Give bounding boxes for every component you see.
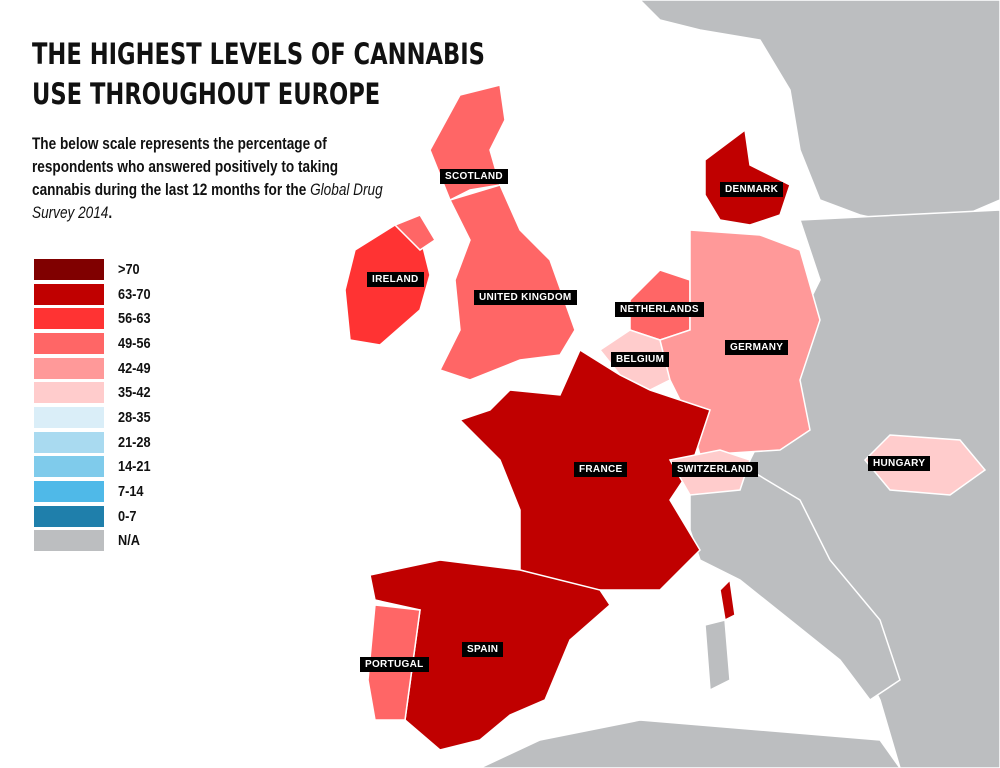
label-spain: SPAIN [462, 642, 504, 657]
legend-swatch [34, 481, 104, 503]
region-north-africa [479, 719, 901, 768]
region-italy-austria [689, 469, 901, 702]
legend-item: 0-7 [34, 504, 156, 529]
legend-label: 63-70 [118, 285, 151, 303]
legend-label: >70 [118, 260, 140, 278]
label-switzerland: SWITZERLAND [672, 462, 759, 477]
legend-swatch [34, 332, 104, 354]
legend-item: 49-56 [34, 331, 156, 356]
legend-swatch [34, 431, 104, 453]
legend-item: 28-35 [34, 405, 156, 430]
label-scotland: SCOTLAND [440, 169, 508, 184]
legend-swatch [34, 505, 104, 527]
legend-swatch [34, 382, 104, 404]
legend-label: 49-56 [118, 334, 151, 352]
legend-item: 7-14 [34, 479, 156, 504]
legend-item: 21-28 [34, 430, 156, 455]
legend-item: 14-21 [34, 455, 156, 480]
legend-item: >70 [34, 257, 156, 282]
country-denmark [704, 128, 791, 226]
region-sardinia [704, 619, 731, 692]
legend-item: 35-42 [34, 380, 156, 405]
label-france: FRANCE [574, 462, 628, 477]
label-ireland: IRELAND [367, 272, 424, 287]
source-name: Global Drug Survey 2014 [32, 180, 383, 222]
legend-label: 0-7 [118, 507, 137, 525]
legend-label: 28-35 [118, 408, 151, 426]
country-northern-ireland [393, 214, 437, 251]
label-portugal: PORTUGAL [360, 657, 429, 672]
legend-item: 56-63 [34, 306, 156, 331]
legend-swatch [34, 283, 104, 305]
legend-item: N/A [34, 529, 156, 554]
country-united-kingdom [438, 184, 576, 381]
legend-swatch [34, 530, 104, 552]
country-corsica [719, 578, 736, 622]
label-netherlands: NETHERLANDS [615, 302, 704, 317]
region-scandinavia [638, 0, 1000, 231]
description: The below scale represents the percentag… [32, 134, 383, 222]
legend-swatch [34, 456, 104, 478]
legend-label: 14-21 [118, 458, 151, 476]
page-title: THE HIGHEST LEVELS OF CANNABIS USE THROU… [32, 37, 485, 111]
legend-swatch [34, 258, 104, 280]
legend-label: 35-42 [118, 384, 151, 402]
label-denmark: DENMARK [720, 182, 784, 197]
legend-swatch [34, 406, 104, 428]
legend-swatch [34, 357, 104, 379]
legend-label: 56-63 [118, 310, 151, 328]
legend-swatch [34, 308, 104, 330]
legend: >70 63-70 56-63 49-56 42-49 35-42 28-35 21-28 14… [34, 257, 156, 553]
legend-label: N/A [118, 532, 140, 550]
legend-item: 63-70 [34, 282, 156, 307]
legend-label: 21-28 [118, 433, 151, 451]
legend-label: 7-14 [118, 483, 144, 501]
label-belgium: BELGIUM [611, 352, 670, 367]
label-hungary: HUNGARY [868, 456, 931, 471]
label-germany: GERMANY [725, 340, 789, 355]
legend-item: 42-49 [34, 356, 156, 381]
label-united-kingdom: UNITED KINGDOM [474, 290, 577, 305]
legend-label: 42-49 [118, 359, 151, 377]
